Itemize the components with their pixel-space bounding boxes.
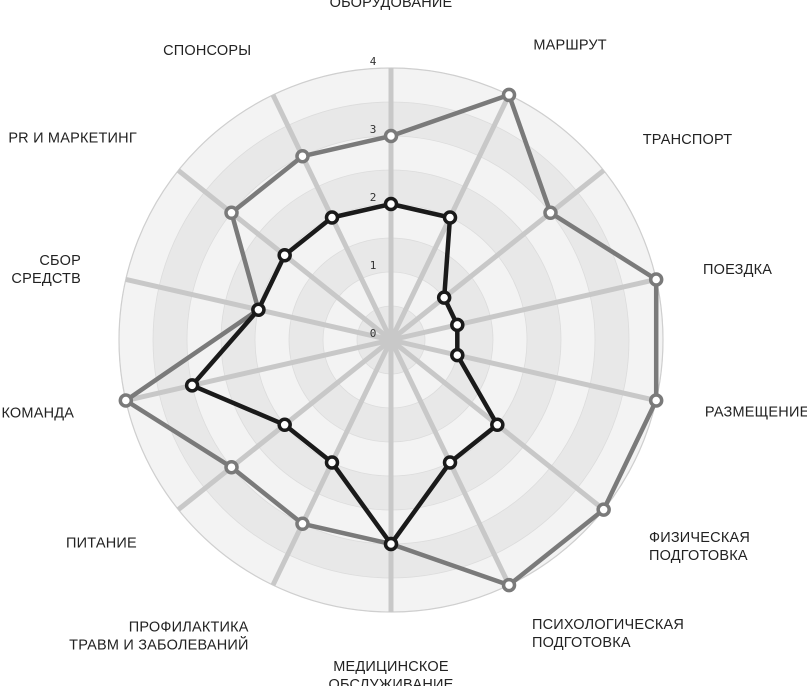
series-1-point-10 [184,378,200,393]
category-label-6: ПСИХОЛОГИЧЕСКАЯ ПОДГОТОВКА [532,617,684,651]
category-label-3-line-0: ПОЕЗДКА [703,262,772,278]
tick-label-1: 1 [370,259,377,272]
series-1-point-0 [383,196,399,212]
series-1-point-8 [324,455,340,470]
category-label-11-line-0: СБОР [39,253,81,269]
category-label-7-line-1: ОБСЛУЖИВАНИЕ [329,677,454,686]
spoke-2 [389,168,606,342]
category-label-0: ОБОРУДОВАНИЕ [330,0,453,11]
category-label-13-line-0: СПОНСОРЫ [163,43,251,59]
series-0-point-13 [295,148,310,164]
series-0-point-9 [224,459,239,475]
category-label-2-line-0: ТРАНСПОРТ [643,132,733,148]
category-label-8-line-0: ПРОФИЛАКТИКА [129,620,249,636]
series-1-point-9 [277,417,292,433]
series-0-point-1 [501,87,517,103]
radial-tick-labels: 0 1 2 3 4 [370,55,377,340]
category-label-1: МАРШРУТ [533,37,607,53]
tick-label-2: 2 [370,191,377,204]
series-0-point-2 [543,205,558,221]
series-0-point-10 [118,393,134,408]
category-label-5-line-0: ФИЗИЧЕСКАЯ [649,530,750,546]
category-label-6-line-0: ПСИХОЛОГИЧЕСКАЯ [532,617,684,633]
series-0-point-8 [295,516,310,532]
tick-label-0: 0 [370,327,377,340]
series-1-point-11 [251,302,266,317]
category-label-4-line-0: РАЗМЕЩЕНИЕ [705,405,807,421]
category-label-6-line-1: ПОДГОТОВКА [532,635,631,651]
category-label-8-line-1: ТРАВМ И ЗАБОЛЕВАНИЙ [69,636,249,654]
category-label-11-line-1: СРЕДСТВ [11,271,81,287]
category-label-12: PR И МАРКЕТИНГ [8,130,137,146]
tick-label-4: 4 [370,55,377,68]
series-1-point-5 [490,417,505,433]
series-1-point-3 [450,317,465,333]
series-1-point-7 [383,536,399,552]
series-0-point-5 [596,502,611,517]
series-0-point-4 [648,393,664,408]
category-label-11: СБОР СРЕДСТВ [11,253,81,287]
category-label-0-line-0: ОБОРУДОВАНИЕ [330,0,453,11]
radar-series [118,87,664,593]
spoke-10 [125,337,392,403]
spoke-3 [390,277,657,343]
spoke-4 [390,337,657,403]
category-label-5-line-1: ПОДГОТОВКА [649,548,748,564]
series-1-point-2 [436,290,452,305]
series-0-point-6 [501,577,517,593]
category-label-7-line-0: МЕДИЦИНСКОЕ [333,659,449,675]
category-label-8: ПРОФИЛАКТИКА ТРАВМ И ЗАБОЛЕВАНИЙ [69,620,249,654]
category-label-5: ФИЗИЧЕСКАЯ ПОДГОТОВКА [649,530,750,564]
category-label-9-line-0: ПИТАНИЕ [66,536,137,552]
series-0-point-12 [224,205,239,221]
category-label-4: РАЗМЕЩЕНИЕ [705,405,807,421]
category-label-7: МЕДИЦИНСКОЕ ОБСЛУЖИВАНИЕ [329,659,454,686]
series-1-point-6 [442,455,458,470]
series-0-point-3 [648,272,664,287]
category-label-1-line-0: МАРШРУТ [533,37,607,53]
tick-label-3: 3 [370,123,377,136]
series-1-point-1 [442,210,458,225]
category-label-2: ТРАНСПОРТ [643,132,733,148]
series-0-point-0 [383,128,399,144]
category-label-13: СПОНСОРЫ [163,43,251,59]
series-1-point-12 [277,247,292,263]
category-label-12-line-0: PR И МАРКЕТИНГ [8,130,137,146]
category-label-10: КОМАНДА [1,405,74,421]
category-label-10-line-0: КОМАНДА [1,405,74,421]
series-1-point-13 [324,210,340,225]
category-label-9: ПИТАНИЕ [66,536,137,552]
series-1-point-4 [450,347,465,363]
category-label-3: ПОЕЗДКА [703,262,772,278]
